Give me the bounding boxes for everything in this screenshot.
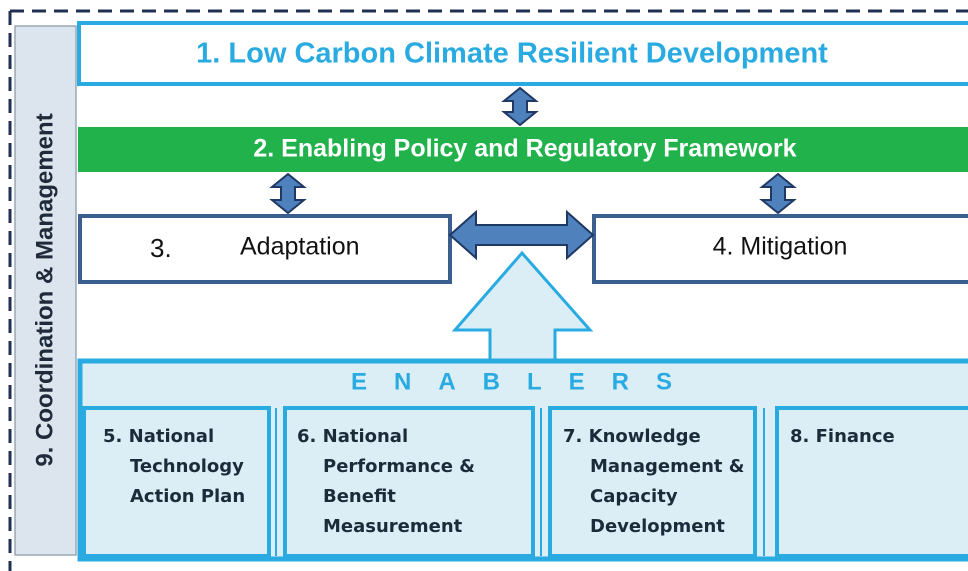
enabler-line: Capacity	[590, 486, 678, 507]
coordination-box	[14, 25, 77, 556]
double-arrow	[501, 86, 539, 127]
adaptation-label: Adaptation	[240, 233, 360, 261]
up-arrow	[451, 250, 594, 366]
enabler-line: Measurement	[323, 516, 463, 537]
enabler-line: 6. National	[297, 426, 408, 447]
enabler-line: Technology	[130, 456, 244, 477]
enabler-line: 5. National	[103, 426, 214, 447]
enabler-box	[775, 406, 968, 558]
enabler-line: 8. Finance	[790, 426, 895, 447]
enabler-items: 5. National Technology Action Plan 6. Natio…	[103, 426, 895, 537]
adaptation-number: 3.	[150, 233, 172, 263]
enabler-line: Management &	[590, 456, 744, 477]
goal-label: 1. Low Carbon Climate Resilient Developm…	[196, 38, 828, 70]
coordination-label: 9. Coordination & Management	[31, 113, 58, 466]
policy-box	[78, 127, 968, 172]
policy-label: 2. Enabling Policy and Regulatory Framew…	[253, 135, 796, 163]
enabler-box	[548, 406, 757, 558]
mitigation-box	[592, 214, 968, 284]
double-arrow	[759, 172, 797, 215]
double-arrow	[448, 209, 595, 261]
mitigation-label: 4. Mitigation	[713, 233, 848, 261]
enablers-title: ENABLERS	[351, 368, 699, 395]
enabler-line: Benefit	[323, 486, 396, 507]
enabler-line: Performance &	[323, 456, 475, 477]
enabler-line: Development	[590, 516, 725, 537]
adaptation-box	[78, 214, 452, 284]
enabler-box	[283, 406, 535, 558]
enabler-line: 7. Knowledge	[563, 426, 701, 447]
goal-box	[77, 21, 968, 86]
double-arrow	[269, 172, 307, 215]
enabler-box	[82, 406, 271, 558]
enabler-line: Action Plan	[130, 486, 245, 507]
